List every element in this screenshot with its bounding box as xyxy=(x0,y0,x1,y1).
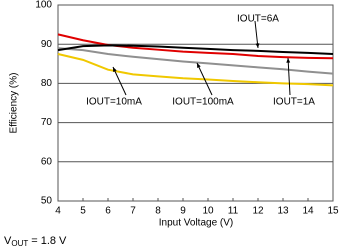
x-tick-label: 11 xyxy=(228,206,239,217)
note-subscript: OUT xyxy=(11,239,28,248)
series-label: IOUT=1A xyxy=(273,97,315,108)
y-tick-label: 70 xyxy=(41,117,53,128)
plot-area xyxy=(57,4,334,202)
x-tick-label: 12 xyxy=(252,206,264,217)
note: VOUT = 1.8 V xyxy=(4,235,67,248)
x-tick-label: 7 xyxy=(130,206,136,217)
x-axis-label: Input Voltage (V) xyxy=(159,218,234,229)
y-axis-label: Efficiency (%) xyxy=(9,73,20,134)
y-tick-label: 60 xyxy=(41,156,53,167)
x-tick-label: 6 xyxy=(105,206,111,217)
leader-line xyxy=(287,57,291,96)
leader-line xyxy=(196,62,213,96)
arrow-head xyxy=(197,63,201,68)
x-tick-label: 4 xyxy=(55,206,61,217)
series-line xyxy=(57,33,334,60)
arrow-head xyxy=(255,43,260,48)
series-line xyxy=(57,47,334,75)
series-label: IOUT=100mA xyxy=(172,97,234,108)
x-tick-label: 9 xyxy=(180,206,186,217)
arrow-head xyxy=(286,58,291,63)
series-label: IOUT=10mA xyxy=(86,97,142,108)
series-line xyxy=(57,44,334,55)
arrow-head xyxy=(113,67,117,72)
series-line xyxy=(57,53,334,87)
leader-line xyxy=(112,66,127,96)
x-tick-label: 13 xyxy=(277,206,289,217)
x-tick-label: 5 xyxy=(80,206,86,217)
y-tick-label: 50 xyxy=(41,196,53,207)
note-symbol: V xyxy=(4,235,12,247)
y-tick-label: 90 xyxy=(41,39,53,50)
note-text: = 1.8 V xyxy=(31,235,67,247)
y-tick-label: 80 xyxy=(41,78,53,89)
x-tick-label: 14 xyxy=(302,206,314,217)
x-tick-label: 15 xyxy=(327,206,339,217)
series-label: IOUT=6A xyxy=(237,14,279,25)
x-tick-label: 10 xyxy=(202,206,214,217)
x-tick-label: 8 xyxy=(155,206,161,217)
y-tick-label: 100 xyxy=(35,0,52,11)
